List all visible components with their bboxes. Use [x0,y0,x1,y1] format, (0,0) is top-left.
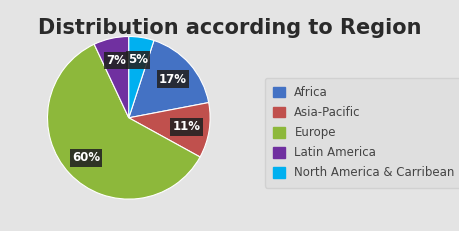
Wedge shape [129,36,154,118]
Text: 11%: 11% [172,121,200,134]
Text: 17%: 17% [158,73,186,86]
Text: 7%: 7% [106,54,126,67]
Wedge shape [94,36,129,118]
Wedge shape [47,44,200,199]
Text: Distribution according to Region: Distribution according to Region [38,18,421,39]
Text: 5%: 5% [128,54,148,67]
Text: 60%: 60% [72,151,100,164]
Wedge shape [129,40,208,118]
Legend: Africa, Asia-Pacific, Europe, Latin America, North America & Carribean: Africa, Asia-Pacific, Europe, Latin Amer… [264,78,459,188]
Wedge shape [129,103,210,157]
